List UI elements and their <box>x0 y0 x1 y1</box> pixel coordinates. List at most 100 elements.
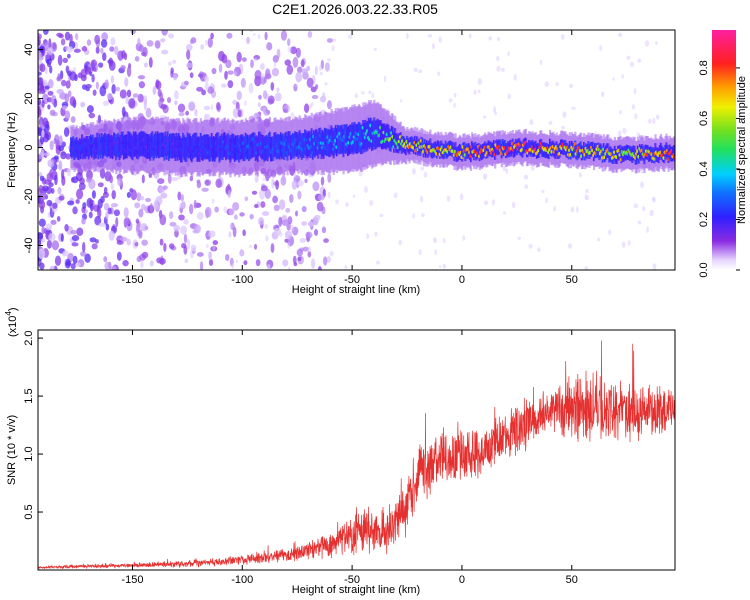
noise-speck <box>58 145 65 152</box>
noise-speck <box>541 189 545 194</box>
noise-speck <box>44 85 50 90</box>
noise-speck <box>270 243 275 253</box>
noise-speck <box>311 94 319 100</box>
noise-speck <box>235 259 239 264</box>
noise-speck <box>126 238 131 246</box>
noise-speck <box>52 202 58 209</box>
noise-speck <box>297 190 302 200</box>
noise-speck <box>180 194 184 202</box>
noise-speck <box>141 239 148 246</box>
noise-speck <box>319 95 327 103</box>
noise-speck <box>135 218 140 224</box>
noise-speck <box>137 37 141 47</box>
figure-title: C2E1.2026.003.22.33.R05 <box>272 1 438 17</box>
noise-speck <box>488 36 493 41</box>
noise-speck <box>122 259 129 267</box>
noise-speck <box>193 199 197 209</box>
noise-speck <box>287 46 292 53</box>
noise-speck <box>69 96 76 107</box>
noise-speck <box>315 83 319 90</box>
noise-speck <box>94 34 101 45</box>
noise-speck <box>56 76 62 82</box>
noise-speck <box>585 188 589 194</box>
noise-speck <box>86 39 92 46</box>
noise-speck <box>60 79 67 87</box>
noise-speck <box>41 99 45 108</box>
noise-speck <box>141 251 149 259</box>
noise-speck <box>66 46 74 53</box>
noise-speck <box>307 250 312 258</box>
noise-speck <box>183 219 189 225</box>
noise-speck <box>420 166 425 171</box>
spectrogram-marks <box>38 30 675 270</box>
noise-speck <box>53 137 57 145</box>
noise-speck <box>438 265 442 269</box>
noise-speck <box>529 119 534 126</box>
noise-speck <box>652 197 656 203</box>
noise-speck <box>210 104 214 111</box>
noise-speck <box>626 55 631 60</box>
spectrogram-y-tick-label: -40 <box>23 238 35 254</box>
noise-speck <box>366 233 369 240</box>
noise-speck <box>208 258 214 267</box>
noise-speck <box>181 243 187 249</box>
noise-speck <box>282 108 288 113</box>
noise-speck <box>84 253 91 263</box>
spectrogram-x-tick-label: -50 <box>344 274 360 286</box>
noise-speck <box>62 250 69 257</box>
noise-speck <box>569 83 574 88</box>
snr-x-ticks: -150 -100 -50 0 50 <box>121 330 578 586</box>
noise-speck <box>254 175 259 182</box>
spectrogram-x-ticks: -150 -100 -50 0 50 <box>121 30 578 286</box>
noise-speck <box>383 75 387 83</box>
noise-speck <box>196 179 201 184</box>
noise-speck <box>128 98 136 109</box>
noise-speck <box>226 32 233 39</box>
noise-speck <box>146 40 154 47</box>
noise-speck <box>119 89 127 99</box>
noise-speck <box>160 38 166 43</box>
noise-speck <box>91 74 95 83</box>
noise-speck <box>137 93 144 103</box>
noise-speck <box>200 44 205 50</box>
noise-speck <box>652 263 657 270</box>
noise-speck <box>218 63 223 73</box>
noise-speck <box>290 224 295 232</box>
noise-speck <box>310 258 316 269</box>
noise-speck <box>302 246 310 252</box>
colorbar: 0.0 0.2 0.4 0.6 0.8 Normalized spectral ampl… <box>698 30 748 278</box>
noise-speck <box>617 130 622 137</box>
noise-speck <box>44 66 48 75</box>
noise-speck <box>109 46 115 52</box>
noise-speck <box>309 221 314 227</box>
noise-speck <box>323 238 329 243</box>
noise-speck <box>292 255 297 265</box>
noise-speck <box>236 90 242 101</box>
noise-speck <box>303 103 310 114</box>
noise-speck <box>379 213 384 218</box>
noise-speck <box>648 118 652 124</box>
noise-speck <box>141 174 145 184</box>
noise-speck <box>100 47 104 54</box>
spectrogram-y-label: Frequency (Hz) <box>6 112 18 188</box>
noise-speck <box>38 200 46 210</box>
noise-speck <box>214 206 219 213</box>
noise-speck <box>536 247 541 253</box>
noise-speck <box>101 32 109 42</box>
snr-y-tick-label: 0.5 <box>23 504 35 519</box>
noise-speck <box>47 47 54 56</box>
noise-speck <box>225 59 232 69</box>
noise-speck <box>80 101 86 108</box>
noise-speck <box>619 110 622 115</box>
noise-speck <box>317 265 322 270</box>
noise-speck <box>307 246 312 253</box>
noise-speck <box>48 78 54 89</box>
noise-speck <box>252 32 256 37</box>
noise-speck <box>174 90 179 100</box>
noise-speck <box>412 212 415 219</box>
noise-speck <box>216 101 221 111</box>
noise-speck <box>201 89 207 96</box>
noise-speck <box>80 74 87 82</box>
noise-speck <box>621 241 626 248</box>
noise-speck <box>254 57 258 62</box>
